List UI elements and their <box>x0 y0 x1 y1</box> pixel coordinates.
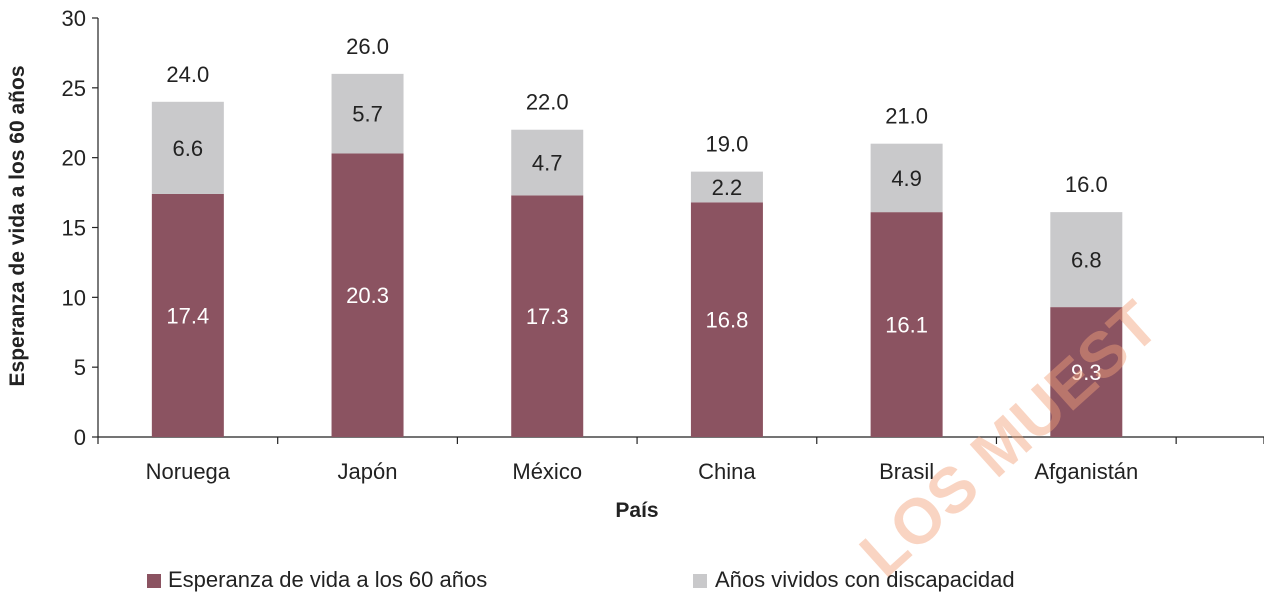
x-axis-title: País <box>615 499 658 522</box>
y-tick-label: 25 <box>62 76 86 101</box>
data-label-total: 22.0 <box>526 90 569 115</box>
data-label-total: 24.0 <box>166 62 209 87</box>
y-axis: 0 5 10 15 20 25 30 <box>62 6 99 450</box>
y-tick-label: 20 <box>62 146 86 171</box>
x-tick-label: Afganistán <box>1034 459 1138 484</box>
legend: Esperanza de vida a los 60 años Años viv… <box>147 567 1015 592</box>
data-label-life-expectancy: 16.1 <box>885 313 928 338</box>
x-axis: Noruega Japón México China Brasil Afganistán <box>97 436 1264 484</box>
data-label-total: 19.0 <box>706 132 749 157</box>
legend-swatch-life-expectancy <box>147 574 161 588</box>
y-tick-label: 5 <box>74 355 86 380</box>
data-labels-group: 17.4 6.6 24.0 20.3 5.7 26.0 17.3 4.7 22.0 16.8 2.2… <box>166 34 1107 385</box>
data-label-disability-years: 6.6 <box>173 136 204 161</box>
y-tick-label: 30 <box>62 6 86 31</box>
x-tick-label: Noruega <box>146 459 231 484</box>
legend-swatch-disability-years <box>693 574 707 588</box>
y-tick-label: 10 <box>62 285 86 310</box>
data-label-disability-years: 5.7 <box>352 102 383 127</box>
x-tick-label: Brasil <box>879 459 934 484</box>
x-tick-label: China <box>698 459 756 484</box>
data-label-life-expectancy: 17.3 <box>526 304 569 329</box>
data-label-total: 26.0 <box>346 34 389 59</box>
bar-life-expectancy <box>1050 307 1123 437</box>
y-tick-label: 15 <box>62 216 86 241</box>
data-label-life-expectancy: 9.3 <box>1071 360 1102 385</box>
bar-disability-years <box>690 171 763 203</box>
y-axis-title: Esperanza de vida a los 60 años <box>6 66 29 387</box>
bar-life-expectancy <box>870 212 943 437</box>
data-label-life-expectancy: 20.3 <box>346 283 389 308</box>
bar-life-expectancy <box>151 193 224 437</box>
legend-label-disability-years: Años vividos con discapacidad <box>715 567 1015 592</box>
legend-label-life-expectancy: Esperanza de vida a los 60 años <box>168 567 487 592</box>
bar-life-expectancy <box>331 153 404 437</box>
data-label-total: 21.0 <box>885 104 928 129</box>
bar-disability-years <box>151 101 224 194</box>
bar-life-expectancy <box>690 202 763 437</box>
bar-disability-years <box>870 143 943 213</box>
data-label-disability-years: 2.2 <box>712 175 743 200</box>
y-tick-label: 0 <box>74 425 86 450</box>
data-label-disability-years: 4.9 <box>891 166 922 191</box>
x-tick-label: Japón <box>338 459 398 484</box>
bar-life-expectancy <box>511 195 584 437</box>
data-label-life-expectancy: 16.8 <box>706 308 749 333</box>
bars-group <box>151 73 1123 437</box>
data-label-life-expectancy: 17.4 <box>166 303 209 328</box>
data-label-disability-years: 4.7 <box>532 151 563 176</box>
data-label-disability-years: 6.8 <box>1071 248 1102 273</box>
bar-disability-years <box>511 129 584 196</box>
bar-disability-years <box>1050 212 1123 308</box>
x-tick-label: México <box>512 459 582 484</box>
data-label-total: 16.0 <box>1065 172 1108 197</box>
bar-disability-years <box>331 73 404 154</box>
